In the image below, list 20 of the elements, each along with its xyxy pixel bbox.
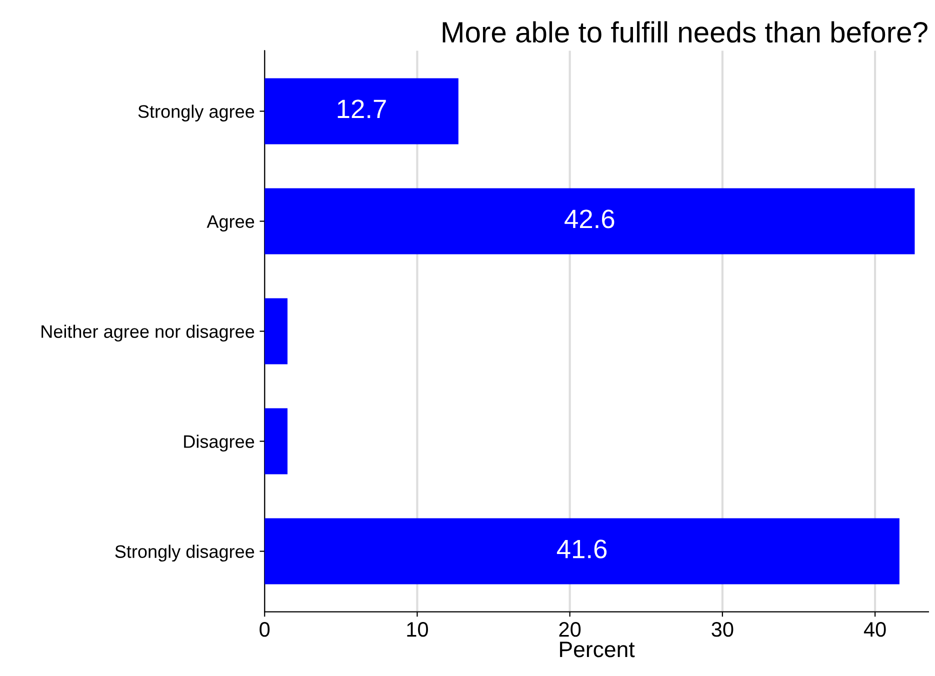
chart-title: More able to fulfill needs than before? — [442, 21, 928, 43]
data-label: 41.6 — [556, 540, 607, 558]
x-tick-label: 40 — [864, 622, 886, 637]
bar — [264, 188, 915, 254]
bar — [264, 408, 288, 474]
x-tick-label: 30 — [712, 622, 734, 637]
y-tick-label: Agree — [206, 215, 254, 232]
x-tick-label: 20 — [559, 622, 581, 637]
y-tick-label: Neither agree nor disagree — [42, 324, 254, 342]
y-tick-label: Strongly disagree — [115, 544, 254, 562]
x-tick-label: 0 — [260, 622, 270, 637]
bar — [264, 78, 458, 144]
y-tick-label: Disagree — [184, 434, 254, 452]
x-tick-label: 10 — [407, 622, 428, 637]
bar — [264, 298, 288, 364]
x-axis-title: Percent — [560, 642, 635, 658]
data-label: 12.7 — [338, 100, 386, 118]
y-tick-label: Strongly agree — [138, 104, 254, 122]
data-label: 42.6 — [564, 210, 614, 228]
bar — [264, 518, 900, 584]
